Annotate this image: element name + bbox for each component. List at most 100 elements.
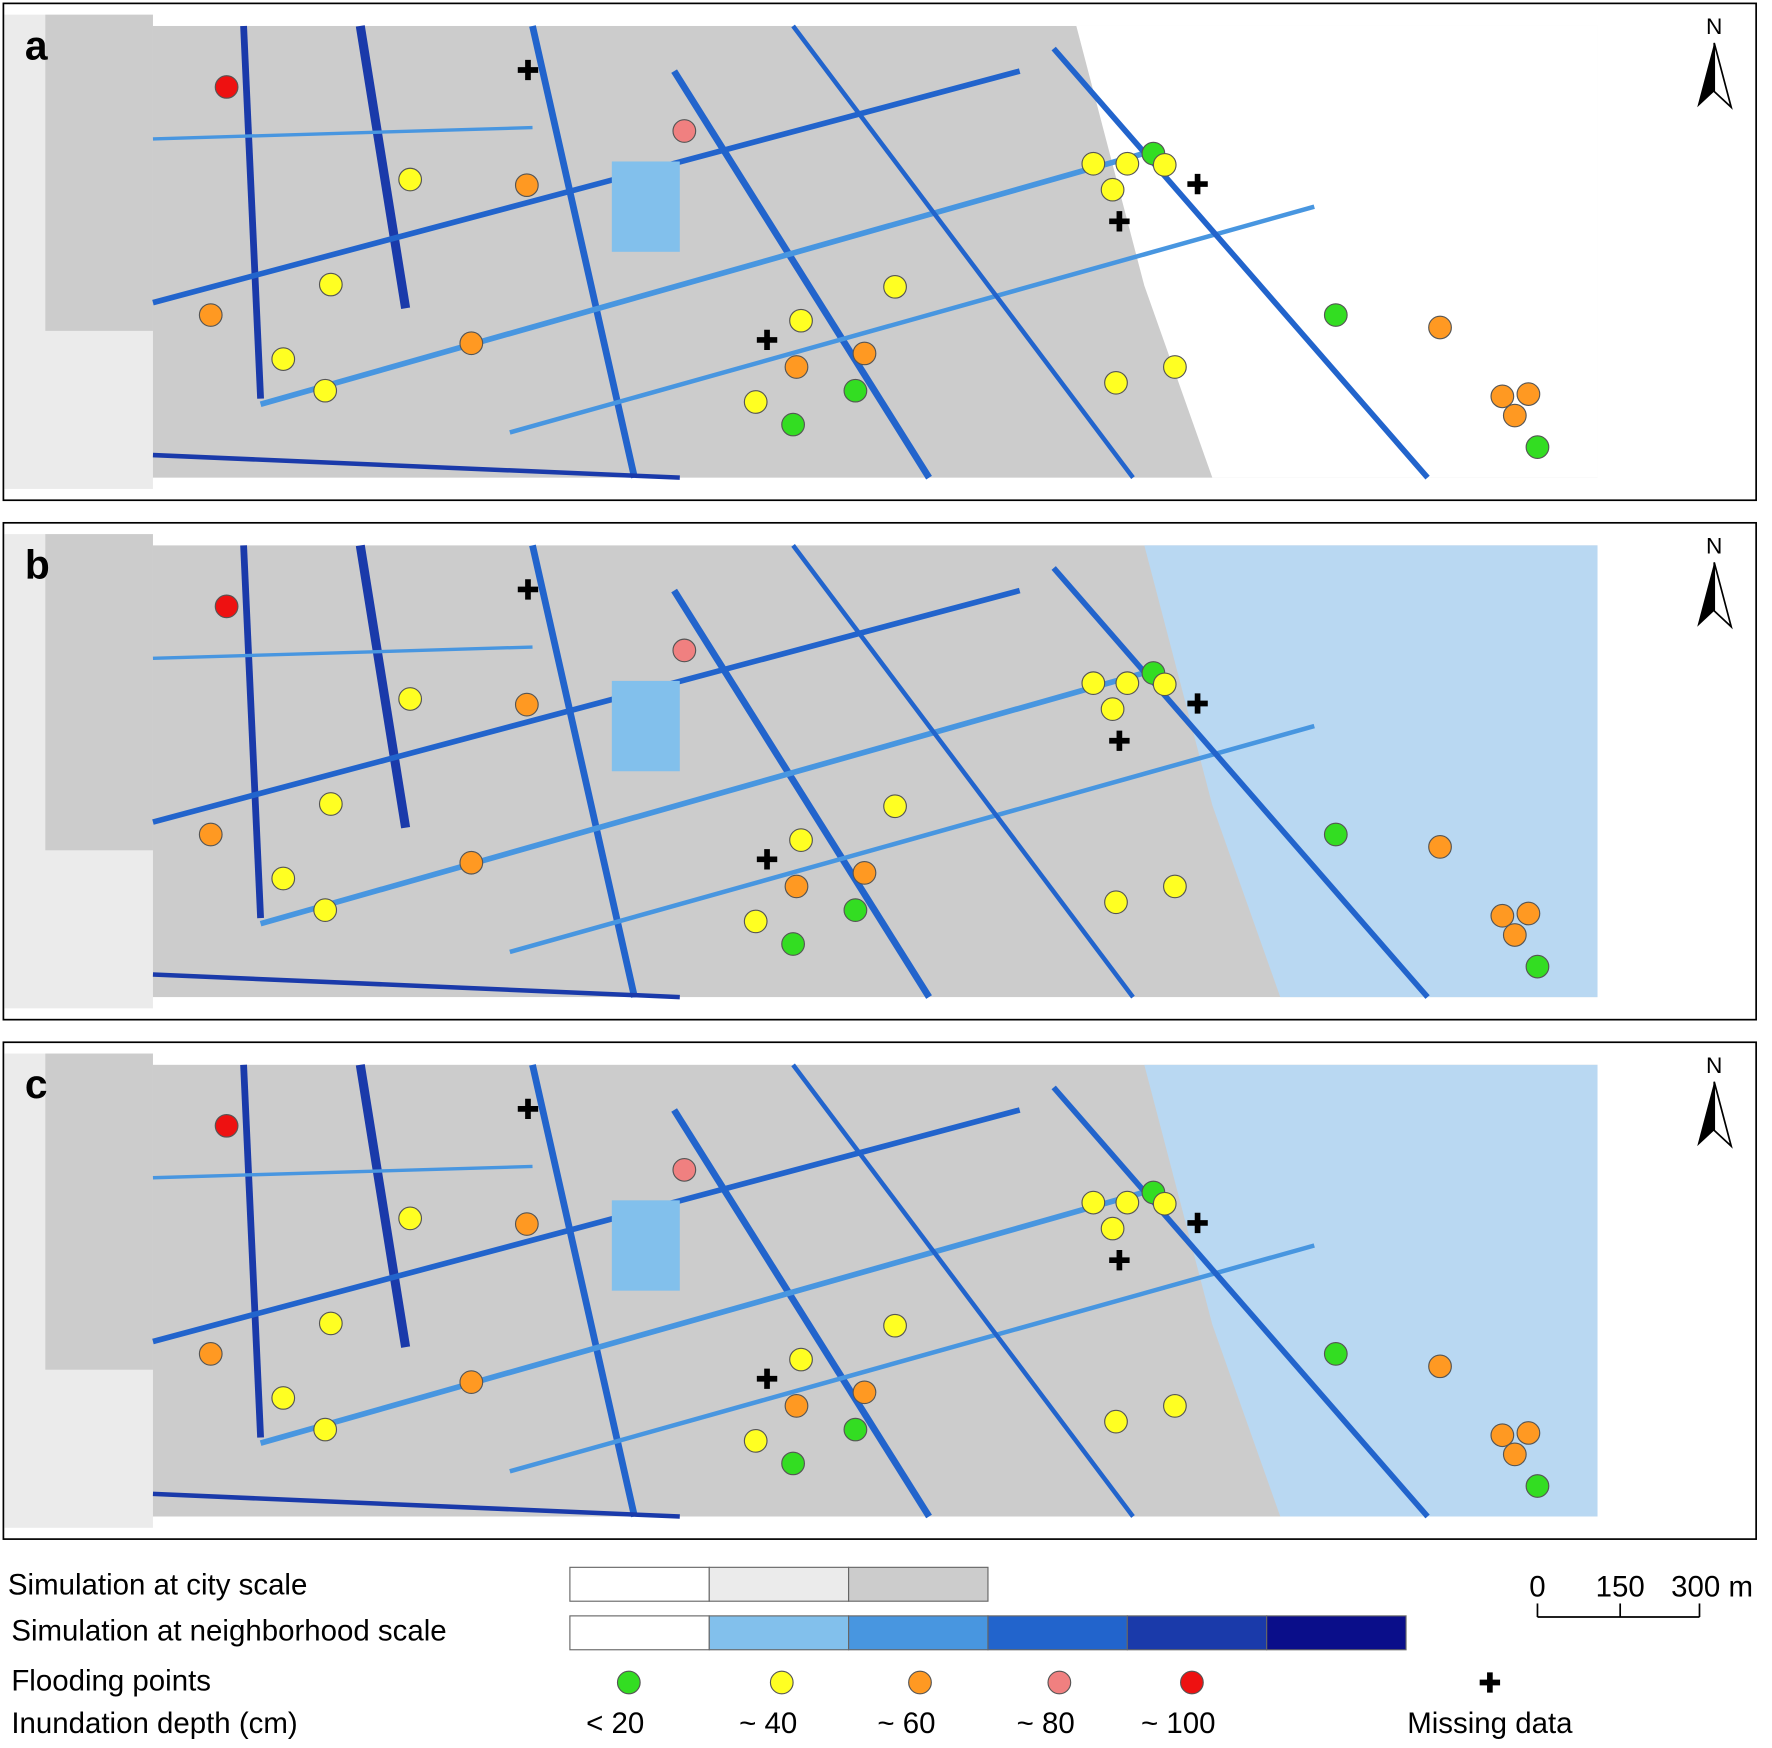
flooding-point [883,794,907,819]
missing-data-marker [517,1098,539,1120]
waterlogged-road [240,25,264,399]
flooding-point [883,1313,907,1338]
waterlogged-road [259,666,1157,927]
waterlogged-road [509,204,1315,435]
neighborhood-scale-swatch [569,1615,710,1651]
flooding-point [1525,954,1550,979]
depth-class-label: ~ 100 [1141,1707,1215,1740]
waterlogged-road [152,68,1021,306]
flooding-point [1490,1423,1515,1448]
flooding-point [1152,1191,1177,1216]
north-arrow [1713,1081,1733,1149]
flooding-point [743,1429,768,1453]
flooding-point [1152,672,1177,697]
depth-class-label: < 20 [586,1707,644,1740]
legend-point [769,1670,794,1695]
flooding-point [1323,1342,1348,1366]
north-arrow [1697,1081,1715,1147]
flooding-point [198,822,223,847]
flooding-point [1163,355,1187,379]
flooding-point [1490,384,1515,409]
flooding-point [1104,370,1128,395]
flooding-point [789,1347,813,1372]
flooding-point [398,687,423,711]
flooding-point [1115,151,1140,176]
waterlogged-road [152,1107,1021,1345]
north-label: N [1706,534,1722,559]
city-scale-band [45,1053,153,1370]
waterlogged-road [355,25,411,309]
scale-label: 300 m [1671,1571,1753,1604]
unflooded-area [1144,545,1598,998]
flooding-point [781,932,805,956]
north-arrow [1713,562,1733,630]
unflooded-area [1076,25,1598,478]
flooding-point [1428,835,1452,859]
flooding-point [398,1206,423,1231]
flooding-point [1490,903,1515,928]
waterlogged-road [1051,1085,1430,1519]
flooding-point [852,341,877,366]
waterlogged-road [152,125,533,141]
flooding-point [743,390,768,414]
waterlogged-road [152,1491,680,1519]
flooding-point [852,1380,877,1405]
missing-data-marker [1187,173,1208,195]
flooding-point [1081,1190,1106,1215]
flooding-point [214,75,239,99]
north-arrow [1713,42,1733,110]
flooding-point [398,167,423,192]
depth-class-label: ~ 60 [877,1707,935,1740]
flooding-point [214,594,239,619]
legend-point [616,1670,641,1695]
waterlogged-road [671,1108,932,1519]
scale-label: 0 [1529,1571,1545,1604]
legend-point [908,1670,932,1695]
flooding-point [1502,1442,1527,1467]
north-label: N [1706,1053,1722,1078]
flooding-point [1323,303,1348,327]
legend: Simulation at city scale Simulation at n… [8,1566,1753,1740]
flooding-point [784,874,809,899]
flooding-point [781,1451,805,1476]
flooding-point [789,828,813,852]
flooding-point [784,355,809,379]
waterlogged-road [152,587,1021,825]
legend-label: Simulation at neighborhood scale [11,1615,446,1648]
missing-data-marker [1109,1250,1130,1271]
missing-data-marker [1187,1212,1208,1234]
flooding-point [1100,177,1125,202]
flooding-point [1525,1474,1550,1498]
waterlogged-road [152,452,680,480]
missing-data-marker [756,1368,778,1389]
waterlogged-road [509,1243,1315,1474]
flooding-point [198,303,223,327]
flooding-point [271,866,296,891]
waterlogged-road [355,544,411,829]
flooding-point [313,898,338,922]
north-arrow [1697,562,1715,627]
flooding-point [1525,435,1550,460]
missing-data-marker [1109,211,1130,232]
flooding-point [1100,697,1125,721]
waterlogged-road [152,972,680,1000]
city-scale-band [45,534,153,851]
neighborhood-scale-swatch [848,1615,989,1651]
waterlogged-road [259,147,1157,407]
waterlogged-road [152,645,533,661]
flooding-point [672,1157,697,1182]
waterlogged-road [1051,566,1430,999]
depth-class-label: ~ 40 [739,1707,797,1740]
waterlogged-road [509,723,1315,955]
flooding-point [781,412,805,437]
flooding-point [1081,671,1106,696]
flooding-point [318,792,343,816]
waterlogged-road [1051,46,1430,480]
neighborhood-scale-swatch [1266,1615,1407,1651]
pond [611,680,680,772]
missing-data-marker [756,329,778,351]
